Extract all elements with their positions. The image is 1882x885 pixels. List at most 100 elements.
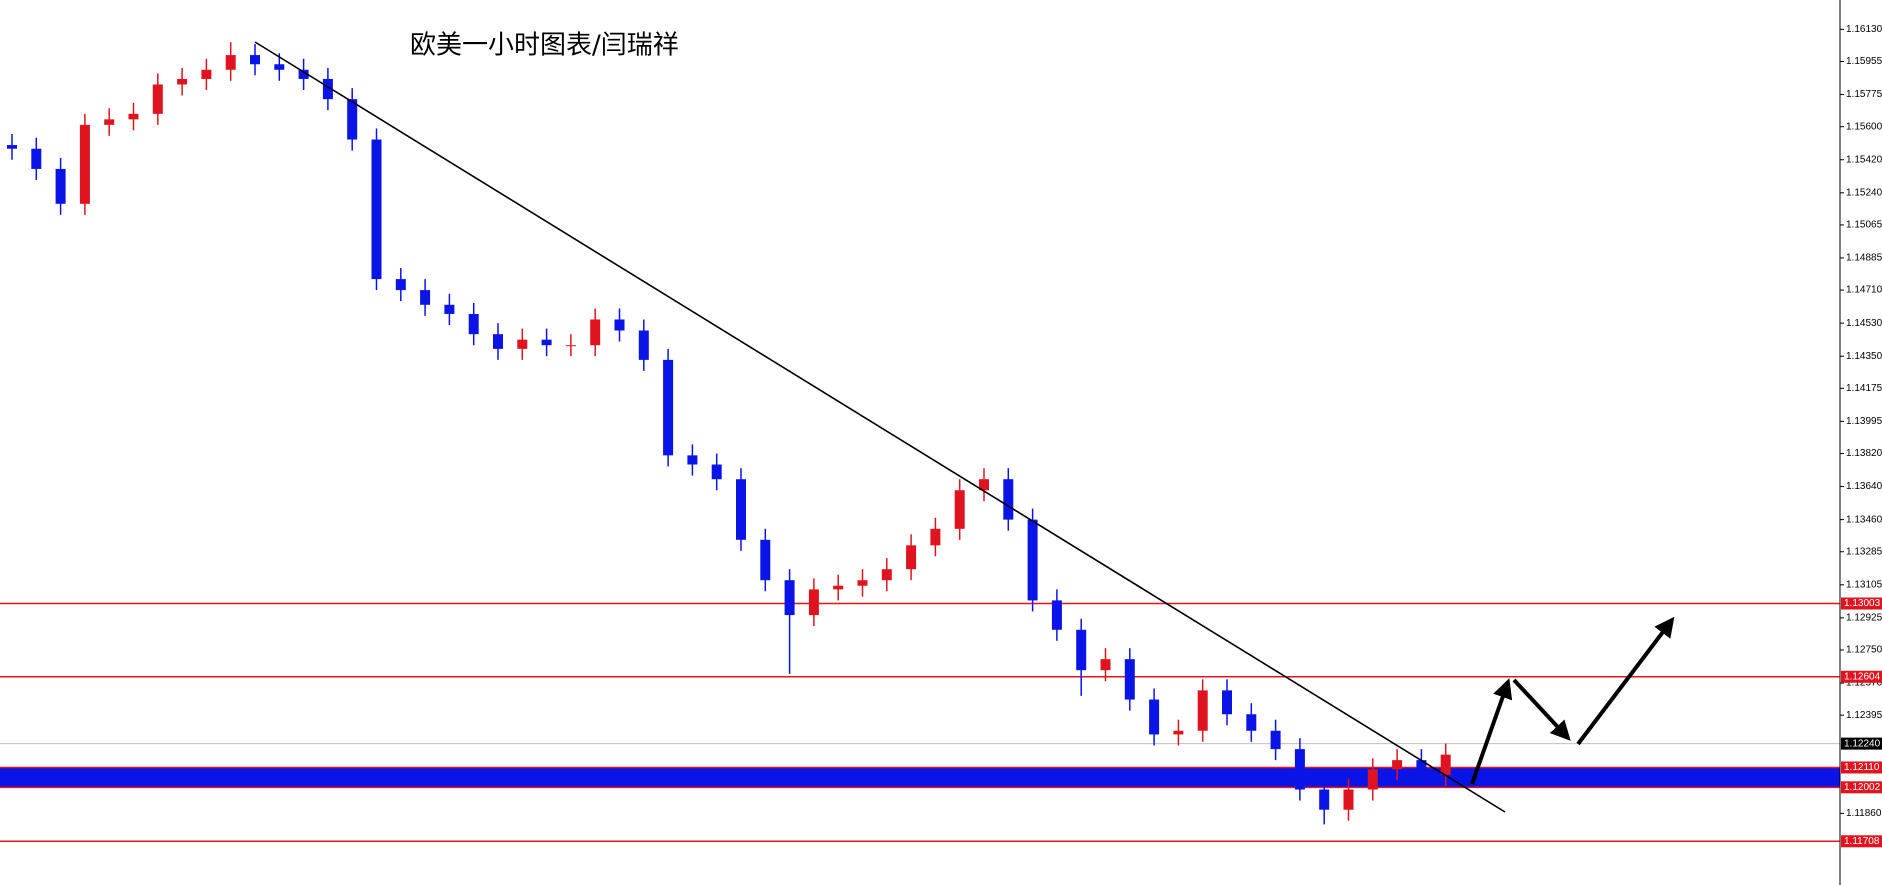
candle-body xyxy=(808,589,819,616)
candle-body xyxy=(152,84,163,114)
y-tick-label: 1.15065 xyxy=(1846,220,1882,231)
candle-body xyxy=(7,145,17,149)
candle-body xyxy=(1197,690,1208,731)
candle-body xyxy=(930,528,941,546)
candle-body xyxy=(954,490,965,529)
candle-body xyxy=(906,545,917,570)
candle-body xyxy=(614,319,625,331)
candle-body xyxy=(1343,789,1354,810)
candle-body xyxy=(1294,749,1305,790)
level-label: 1.13003 xyxy=(1844,598,1881,609)
y-tick-label: 1.16130 xyxy=(1846,24,1882,35)
y-tick-label: 1.12925 xyxy=(1846,612,1882,623)
y-tick-label: 1.14530 xyxy=(1846,318,1882,329)
candle-body xyxy=(468,313,479,335)
candle-body xyxy=(979,479,989,491)
candle-body xyxy=(590,319,601,346)
candle-body xyxy=(784,580,795,616)
y-tick-label: 1.14710 xyxy=(1846,285,1882,296)
candle-body xyxy=(322,78,333,100)
candle-body xyxy=(1149,699,1160,735)
candle-body xyxy=(1222,690,1232,715)
candle-body xyxy=(79,124,90,204)
candle-body xyxy=(565,345,576,347)
candle-body xyxy=(711,464,722,480)
candle-body xyxy=(250,55,260,65)
level-tag xyxy=(1841,737,1882,750)
level-label: 1.11708 xyxy=(1844,836,1880,847)
forecast-arrows xyxy=(1470,616,1675,785)
candle-body xyxy=(395,279,406,291)
level-label: 1.12110 xyxy=(1844,762,1880,773)
support-band xyxy=(0,767,1840,788)
candle-body xyxy=(444,304,455,314)
y-tick-label: 1.15775 xyxy=(1846,89,1882,100)
level-tag xyxy=(1841,670,1882,683)
candle-body xyxy=(760,539,771,581)
candle-body xyxy=(1319,789,1330,810)
candle-body xyxy=(55,168,66,204)
candle-body xyxy=(1392,760,1403,770)
candle-body xyxy=(1173,730,1184,735)
candle-body xyxy=(225,55,236,70)
candle-body xyxy=(1100,659,1111,671)
candle-body xyxy=(128,113,139,120)
y-tick-label: 1.15600 xyxy=(1846,121,1882,132)
chart-title: 欧美一小时图表/闫瑞祥 xyxy=(410,31,679,61)
candle-body xyxy=(371,139,382,280)
level-tag xyxy=(1841,781,1882,794)
candle-body xyxy=(347,99,358,140)
candle-body xyxy=(1270,730,1281,750)
y-tick-label: 1.11860 xyxy=(1846,808,1882,819)
y-tick-label: 1.14175 xyxy=(1846,383,1882,394)
candle-body xyxy=(1051,600,1062,630)
candle-body xyxy=(1440,754,1451,775)
y-tick-label: 1.12395 xyxy=(1846,710,1882,721)
candle-body xyxy=(1416,760,1427,775)
candle-body xyxy=(1367,769,1378,790)
candle-body xyxy=(31,148,42,169)
candle-body xyxy=(736,479,746,540)
candle-body xyxy=(1246,714,1257,731)
y-tick-label: 1.15240 xyxy=(1846,187,1882,198)
y-tick-label: 1.12750 xyxy=(1846,645,1882,656)
level-label: 1.12604 xyxy=(1844,671,1881,682)
candle-body xyxy=(201,69,212,79)
candle-body xyxy=(420,290,431,305)
candle-body xyxy=(274,64,285,70)
y-tick-label: 1.13995 xyxy=(1846,416,1882,427)
candle-body xyxy=(663,359,674,456)
candle-body xyxy=(881,569,892,581)
candle-body xyxy=(687,455,698,465)
candle-body xyxy=(541,339,552,346)
candle-body xyxy=(638,330,649,360)
y-tick-label: 1.13820 xyxy=(1846,448,1882,459)
candle-body xyxy=(517,339,528,349)
candle-body xyxy=(857,580,868,586)
level-tag xyxy=(1841,597,1882,610)
level-label: 1.12240 xyxy=(1844,738,1881,749)
y-tick-label: 1.15420 xyxy=(1846,154,1882,165)
candle-body xyxy=(493,334,503,349)
candle-body xyxy=(833,585,844,590)
candle-body xyxy=(1003,479,1014,520)
candle-body xyxy=(1124,659,1135,700)
candle-body xyxy=(1027,519,1038,601)
y-tick-label: 1.13105 xyxy=(1846,579,1882,590)
y-tick-label: 1.14350 xyxy=(1846,351,1882,362)
y-tick-label: 1.15955 xyxy=(1846,56,1882,67)
level-tag xyxy=(1841,835,1882,848)
y-tick-label: 1.12570 xyxy=(1846,678,1882,689)
candle-body xyxy=(1076,629,1087,671)
y-tick-label: 1.13640 xyxy=(1846,481,1882,492)
candle-body xyxy=(298,69,309,79)
level-tag xyxy=(1841,761,1882,774)
trend-line xyxy=(254,41,1506,813)
y-tick-label: 1.13285 xyxy=(1846,546,1882,557)
candle-body xyxy=(177,78,188,85)
candle-body xyxy=(104,119,115,125)
level-label: 1.12002 xyxy=(1844,782,1881,793)
y-tick-label: 1.14885 xyxy=(1846,253,1882,264)
